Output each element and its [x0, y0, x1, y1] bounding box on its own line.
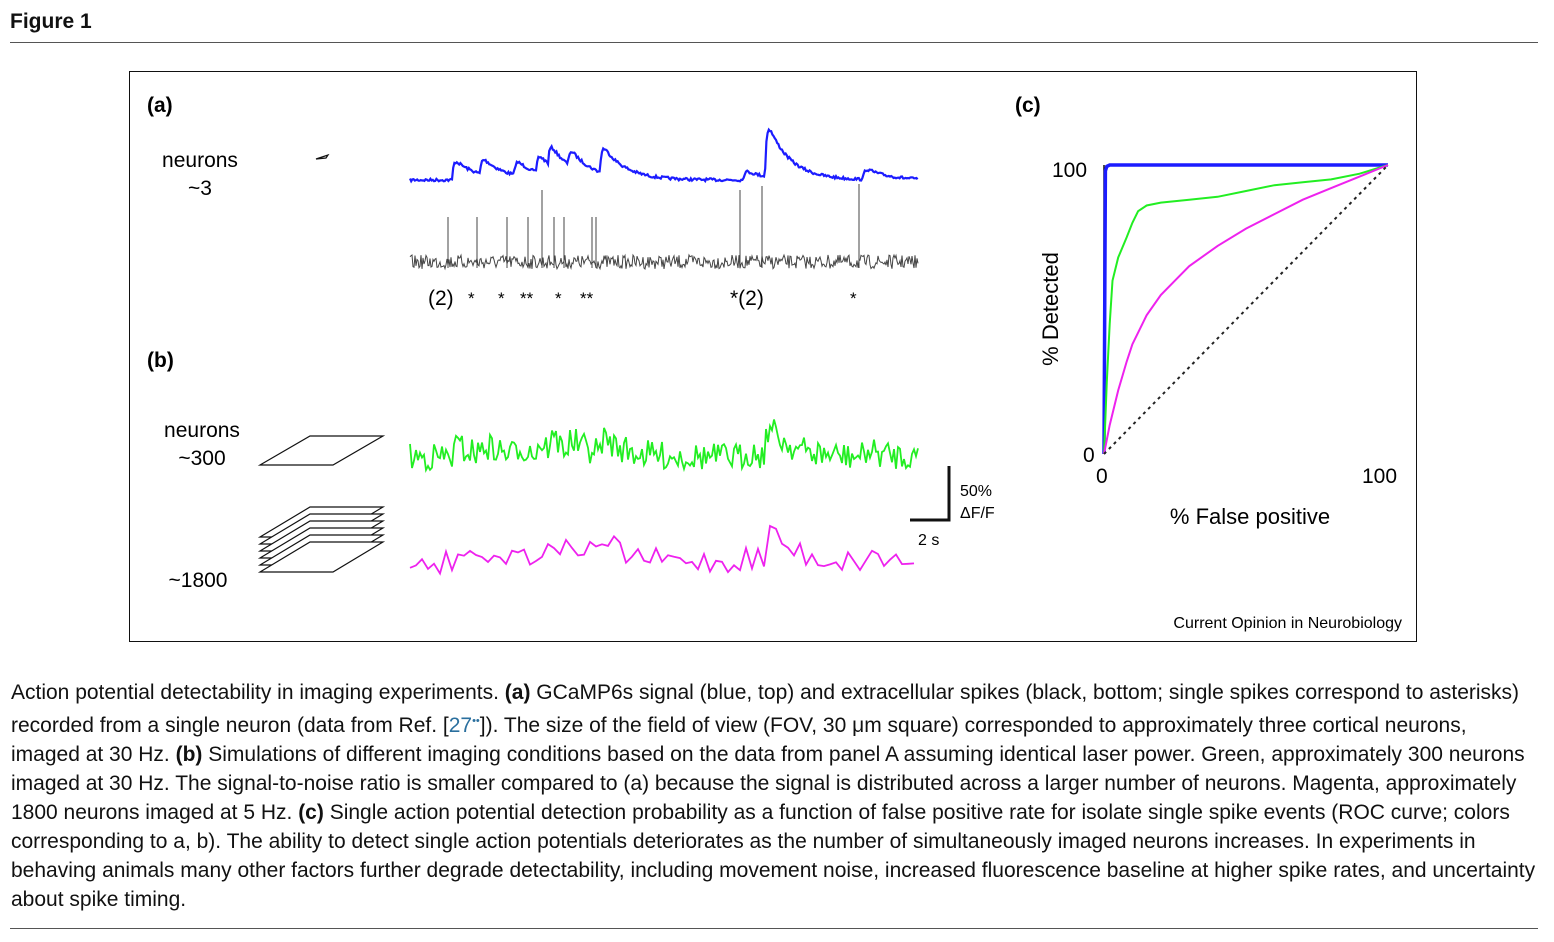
panel-a-row-label-2: ~3 — [188, 177, 212, 200]
roc-x-axis-label: % False positive — [1170, 504, 1330, 529]
roc-y-tick-100: 100 — [1052, 159, 1087, 182]
panel-a-row-label-1: neurons — [162, 149, 238, 172]
spike-annotation-2: * — [468, 289, 475, 308]
roc-x-tick-100: 100 — [1362, 465, 1397, 488]
figure-panel: (a) neurons ~3 (2) * * ** * ** *(2) * (b… — [129, 71, 1417, 642]
roc-series-blue — [1102, 163, 1388, 455]
ephys-spike-trace — [409, 184, 919, 271]
spike-annotation-7: *(2) — [730, 287, 764, 310]
simulated-trace-magenta — [409, 524, 915, 576]
caption-panel-a-ref: (a) — [504, 681, 531, 704]
scale-bar-y-label-1: 50% — [960, 483, 992, 500]
caption-part-5: Single action potential detection probab… — [11, 801, 1536, 911]
caption-reference-marks: •• — [472, 715, 480, 727]
roc-chart: 100 0 0 100 % False positive % Detected — [1038, 159, 1397, 529]
simulated-trace-green — [409, 419, 919, 474]
roc-x-tick-0: 0 — [1096, 465, 1108, 488]
roc-series-magenta — [1103, 164, 1389, 455]
spike-annotation-8: * — [850, 289, 857, 308]
single-fov-icon — [315, 153, 330, 160]
panel-b-row2-label: ~1800 — [169, 569, 228, 592]
top-divider — [10, 42, 1538, 43]
fov-stack-plane — [257, 541, 386, 573]
figure-caption: Action potential detectability in imagin… — [11, 678, 1541, 914]
caption-reference-number: 27 — [448, 714, 473, 737]
panel-a-label: (a) — [147, 94, 173, 117]
caption-part-3: ]). The size of the field of view (FOV, … — [11, 714, 1467, 766]
caption-part-4: Simulations of different imaging conditi… — [11, 743, 1525, 824]
panel-b-row1-label-1: neurons — [164, 419, 240, 442]
caption-panel-b-ref: (b) — [175, 743, 203, 766]
roc-chance-line — [1103, 164, 1389, 455]
scale-bar — [910, 466, 951, 522]
caption-part-2: GCaMP6s signal (blue, top) and extracell… — [11, 681, 1520, 737]
panel-b-label: (b) — [147, 349, 174, 372]
panel-c-label: (c) — [1015, 94, 1041, 117]
spike-annotation-5: * — [555, 289, 562, 308]
journal-credit: Current Opinion in Neurobiology — [1173, 615, 1402, 632]
fov-stack-icon — [257, 506, 386, 573]
caption-reference-link[interactable]: 27•• — [449, 714, 480, 737]
spike-annotation-3: * — [498, 289, 505, 308]
bottom-divider — [10, 928, 1538, 929]
figure-svg: (a) neurons ~3 (2) * * ** * ** *(2) * (b… — [147, 94, 1402, 632]
panel-b-row1-label-2: ~300 — [178, 447, 225, 470]
spike-annotation-4: ** — [520, 289, 534, 308]
fov-plane-icon — [257, 435, 386, 466]
roc-y-axis-label: % Detected — [1038, 252, 1063, 366]
scale-bar-y-label-2: ΔF/F — [960, 505, 995, 522]
roc-y-tick-0: 0 — [1083, 444, 1095, 467]
gcamp-trace-blue — [409, 127, 919, 184]
caption-panel-c-ref: (c) — [298, 801, 324, 824]
spike-annotation-6: ** — [580, 289, 594, 308]
caption-part-1: Action potential detectability in imagin… — [11, 681, 505, 704]
figure-title: Figure 1 — [10, 10, 92, 33]
spike-annotation-1: (2) — [428, 287, 454, 310]
roc-series-green — [1103, 164, 1389, 455]
scale-bar-x-label: 2 s — [918, 532, 939, 549]
